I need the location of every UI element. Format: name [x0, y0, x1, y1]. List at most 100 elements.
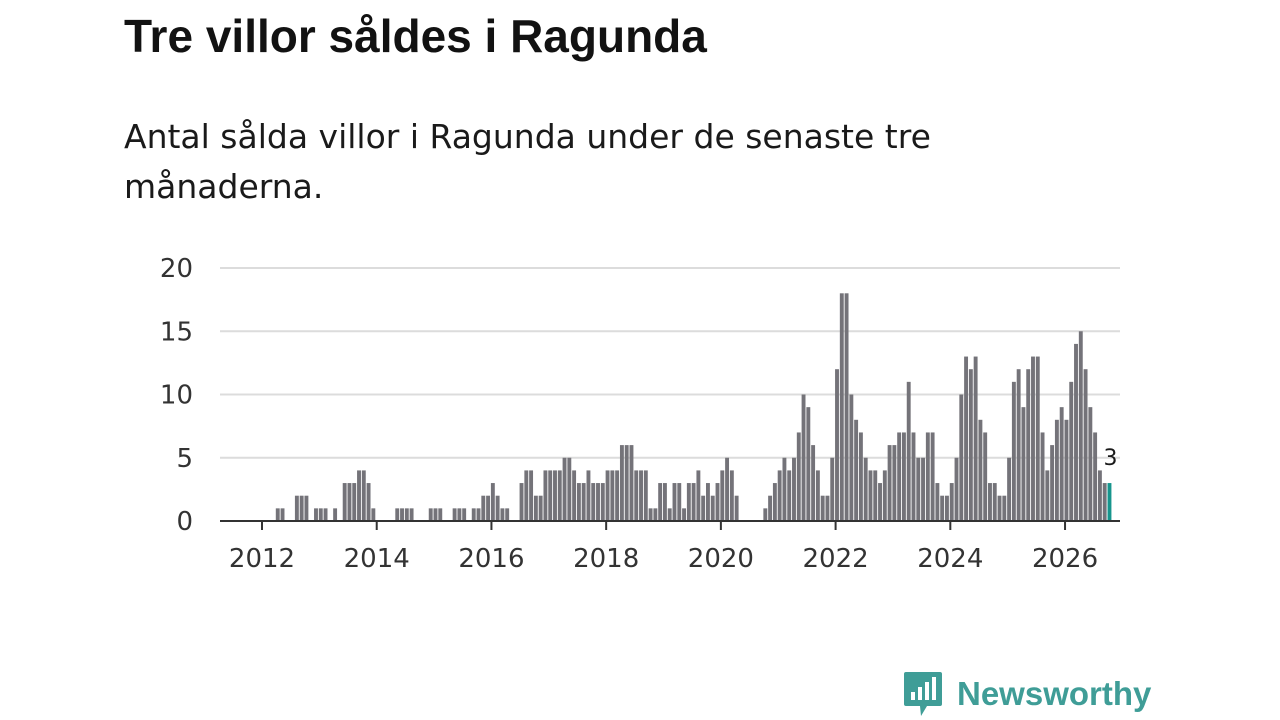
bar — [1088, 407, 1093, 521]
bar — [1002, 495, 1007, 521]
bar — [653, 508, 658, 521]
x-axis-labels: 2012 2014 2016 2018 2020 2022 2024 2026 — [229, 544, 1098, 574]
bar — [562, 457, 567, 521]
bar — [729, 470, 734, 521]
bar — [462, 508, 467, 521]
bar — [314, 508, 318, 521]
bar-highlight — [1107, 483, 1112, 521]
bar — [892, 445, 897, 521]
bar — [610, 470, 615, 521]
x-tick-label: 2012 — [229, 544, 295, 574]
newsworthy-logo-icon — [904, 672, 942, 716]
bar — [921, 457, 925, 521]
bar — [543, 470, 548, 521]
bar — [1040, 432, 1045, 521]
bar — [572, 470, 577, 521]
bar — [529, 470, 534, 521]
bar — [409, 508, 414, 521]
bar — [839, 293, 844, 521]
y-tick-label: 20 — [160, 254, 193, 284]
bar — [911, 432, 916, 521]
bar — [548, 470, 553, 521]
bar — [949, 483, 954, 521]
bar — [323, 508, 328, 521]
bar — [347, 483, 352, 521]
bar — [457, 508, 462, 521]
bar — [629, 445, 634, 521]
bar — [619, 445, 624, 521]
bar-chart: 0 5 10 15 20 2012 2014 2016 2018 2020 2022 2024 202… — [160, 254, 1120, 574]
bar — [906, 381, 911, 521]
bar — [643, 470, 648, 521]
bar — [682, 508, 686, 521]
bar — [275, 508, 280, 521]
bar — [361, 470, 366, 521]
bar — [863, 457, 868, 521]
bar — [763, 508, 768, 521]
bar — [777, 470, 782, 521]
x-tick-label: 2024 — [917, 544, 983, 574]
bar — [801, 394, 806, 521]
bar — [658, 483, 663, 521]
bar — [959, 394, 964, 521]
bar — [404, 508, 409, 521]
x-tick-label: 2022 — [803, 544, 869, 574]
bar — [992, 483, 997, 521]
bar — [825, 495, 830, 521]
bar — [490, 483, 495, 521]
bar — [725, 457, 730, 521]
bar — [854, 419, 859, 521]
bar — [691, 483, 696, 521]
bar — [968, 369, 973, 521]
bar — [835, 369, 839, 521]
bar — [634, 470, 639, 521]
bar — [581, 483, 586, 521]
newsworthy-brand: Newsworthy — [903, 670, 1151, 718]
bar — [1093, 432, 1098, 521]
bar — [596, 483, 600, 521]
bar — [1074, 343, 1078, 521]
bar — [988, 483, 992, 521]
bar — [648, 508, 653, 521]
bar — [600, 483, 605, 521]
brand-name: Newsworthy — [957, 675, 1152, 712]
bar — [1102, 483, 1107, 521]
bar — [1059, 407, 1064, 521]
bar — [615, 470, 620, 521]
bar — [882, 470, 887, 521]
bar — [844, 293, 849, 521]
x-tick-label: 2026 — [1032, 544, 1098, 574]
bar — [715, 483, 720, 521]
gridlines — [220, 267, 1120, 459]
bar — [734, 495, 739, 521]
bar — [667, 508, 672, 521]
bar — [1026, 369, 1031, 521]
bar — [1035, 356, 1040, 521]
x-tick-label: 2020 — [688, 544, 754, 574]
bar — [686, 483, 691, 521]
bar — [452, 508, 457, 521]
bar — [873, 470, 878, 521]
bar — [887, 445, 892, 521]
bar — [1097, 470, 1102, 521]
bar — [677, 483, 682, 521]
bar — [342, 483, 347, 521]
bar — [471, 508, 476, 521]
bar — [806, 407, 811, 521]
bar — [1078, 331, 1083, 521]
bar — [768, 495, 773, 521]
bar — [672, 483, 677, 521]
x-axis — [220, 520, 1120, 530]
x-tick-label: 2018 — [573, 544, 639, 574]
bar — [782, 457, 787, 521]
bar — [553, 470, 557, 521]
bar — [1069, 381, 1074, 521]
bar — [964, 356, 969, 521]
bar — [706, 483, 710, 521]
bar — [997, 495, 1002, 521]
bar — [930, 432, 935, 521]
bar — [787, 470, 792, 521]
bar — [586, 470, 591, 521]
bar — [935, 483, 940, 521]
bar — [1045, 470, 1050, 521]
